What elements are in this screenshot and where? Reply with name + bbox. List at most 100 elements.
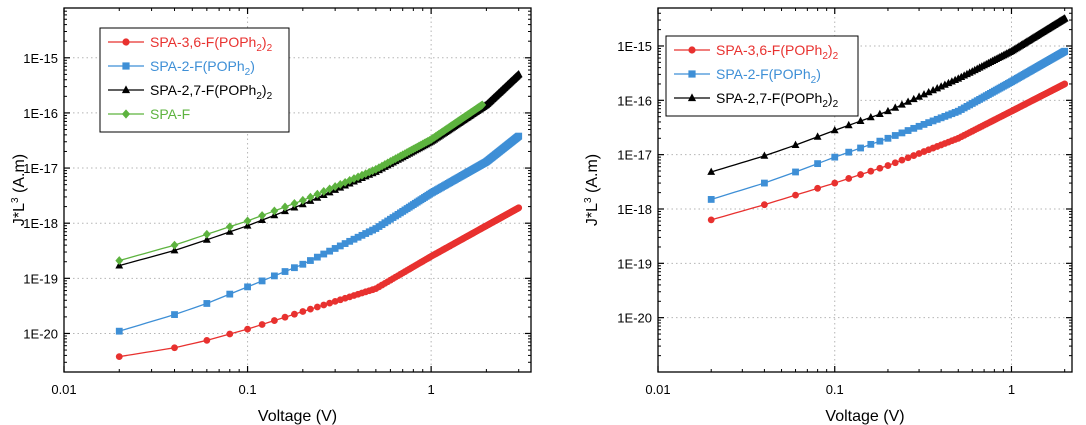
data-point	[707, 167, 716, 175]
legend-label: SPA-2,7-F(POPh2)2	[150, 82, 273, 102]
y-tick-label: 1E-18	[23, 216, 58, 231]
data-point	[258, 321, 266, 328]
legend-box	[99, 27, 290, 133]
data-point	[336, 242, 344, 250]
data-point	[1061, 80, 1069, 88]
y-tick-label: 1E-20	[23, 326, 58, 341]
data-point	[291, 310, 298, 318]
data-point	[350, 235, 358, 243]
data-point	[884, 134, 892, 142]
x-tick-label: 0.01	[645, 382, 670, 397]
data-point	[361, 169, 370, 179]
data-point	[270, 206, 279, 216]
data-point	[884, 162, 892, 169]
legend-box	[665, 35, 859, 117]
data-point	[313, 253, 321, 261]
data-point	[341, 177, 350, 187]
data-point	[844, 120, 853, 129]
series-group	[115, 100, 487, 265]
data-point	[813, 132, 822, 140]
x-axis-title: Voltage (V)	[825, 408, 904, 425]
data-point	[358, 231, 366, 239]
data-point	[898, 156, 906, 164]
data-point	[203, 300, 211, 307]
data-point	[929, 117, 937, 125]
y-tick-label: 1E-18	[617, 202, 652, 217]
data-point	[515, 204, 523, 212]
legend-marker	[122, 38, 130, 46]
data-point	[306, 192, 315, 202]
data-point	[331, 297, 339, 305]
data-point	[891, 159, 899, 167]
y-tick-label: 1E-19	[617, 256, 652, 271]
data-point	[814, 184, 822, 192]
data-point	[244, 283, 251, 291]
data-point	[929, 85, 937, 94]
data-point	[281, 202, 289, 212]
data-point	[898, 100, 906, 108]
data-point	[831, 153, 839, 161]
y-axis-title: J*L3 (A.m)	[583, 154, 601, 226]
data-point	[313, 189, 322, 199]
data-point	[915, 92, 923, 100]
plot-frame	[63, 7, 532, 373]
series-group	[115, 132, 523, 335]
data-point	[760, 151, 769, 159]
legend-marker	[688, 46, 696, 54]
data-point	[171, 311, 178, 318]
data-point	[270, 272, 278, 280]
data-point	[270, 317, 278, 324]
data-point	[258, 211, 266, 220]
data-point	[202, 229, 211, 239]
y-tick-label: 1E-15	[617, 39, 652, 54]
plot-frame	[657, 7, 1073, 373]
data-point	[326, 299, 334, 307]
data-point	[307, 305, 314, 313]
data-point	[791, 140, 800, 148]
data-point	[313, 303, 321, 311]
data-point	[830, 125, 839, 134]
data-point	[857, 144, 864, 152]
data-point	[291, 264, 298, 272]
data-point	[933, 115, 941, 123]
data-point	[170, 246, 179, 254]
legend-marker	[121, 109, 131, 119]
data-point	[792, 191, 799, 199]
legend-marker	[687, 93, 697, 102]
data-point	[383, 158, 392, 168]
data-point	[354, 233, 362, 241]
data-point	[941, 112, 949, 120]
data-point	[707, 216, 715, 224]
data-point	[307, 257, 314, 264]
legend-marker	[688, 70, 696, 78]
data-point	[707, 196, 715, 203]
y-tick-label: 1E-19	[23, 271, 58, 286]
data-point	[845, 175, 853, 182]
data-point	[258, 277, 266, 285]
data-point	[115, 256, 124, 265]
series-line	[119, 207, 520, 358]
legend: SPA-3,6-F(POPh2)2 SPA-2-F(POPh2) SPA-2,7-F…	[665, 35, 859, 117]
series-group	[707, 80, 1069, 224]
data-point	[866, 112, 875, 121]
legend: SPA-3,6-F(POPh2)2 SPA-2-F(POPh2) SPA-2,7-F…	[99, 27, 290, 133]
data-point	[875, 109, 884, 118]
data-point	[320, 250, 328, 258]
data-point	[346, 237, 354, 245]
legend-label: SPA-F	[150, 106, 190, 122]
data-point	[115, 327, 123, 335]
x-tick-label: 0.1	[239, 382, 257, 397]
data-point	[478, 100, 487, 110]
data-point	[299, 308, 307, 315]
data-point	[920, 121, 928, 128]
data-point	[514, 69, 523, 78]
data-point	[891, 103, 900, 111]
data-point	[831, 179, 839, 187]
data-point	[845, 148, 853, 156]
data-point	[904, 154, 912, 162]
data-point	[203, 336, 211, 344]
data-point	[341, 240, 349, 247]
data-point	[170, 240, 179, 250]
data-point	[904, 97, 912, 105]
